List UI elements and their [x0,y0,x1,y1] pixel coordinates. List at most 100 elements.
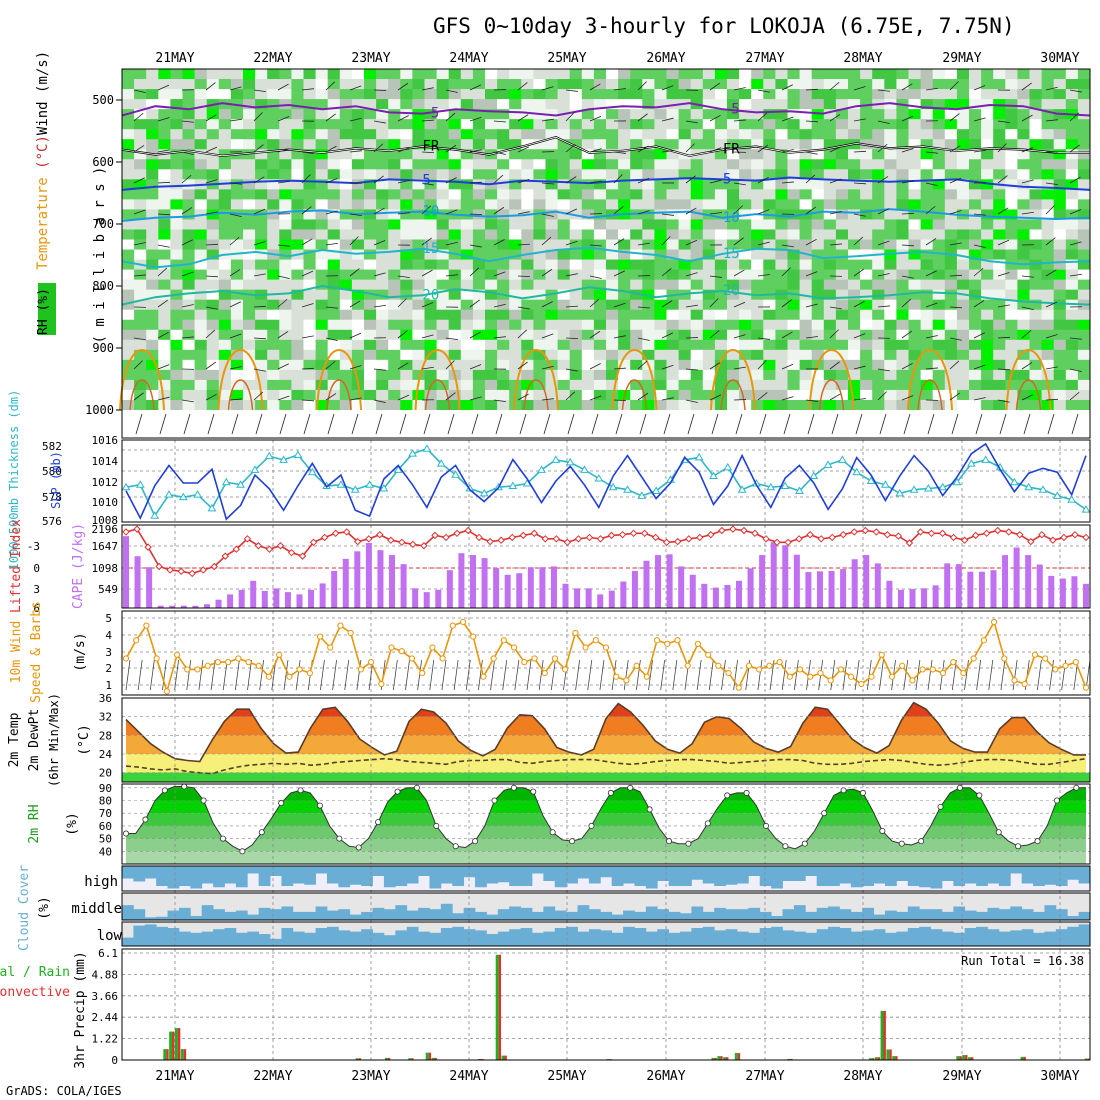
rh-cell [472,99,486,110]
rh-cell [944,169,958,180]
precip-convective-bar [959,1056,962,1060]
rh-cell [811,169,825,180]
cloud-middle-bar [543,906,556,920]
rh-cell [315,249,329,261]
rh-cell [666,129,680,140]
thickness-point [580,465,589,473]
rh-cell [678,129,692,140]
rh-cell [848,209,861,220]
wind-barb [709,362,721,370]
rh-cell [448,79,462,90]
rh-cell [400,329,413,341]
thickness-point [924,483,933,492]
wind-barb [517,178,530,184]
wind-barb [253,305,267,308]
cloud-low-bar [907,928,920,946]
thickness-point [623,485,632,493]
wind-barb-surface [495,413,503,435]
rh-cell [436,169,450,180]
rh-cell [884,119,897,130]
wind-barb [301,174,311,184]
wind-barb [541,118,554,122]
rh-cell [315,89,329,100]
rh-cell [569,79,583,90]
rh-cell [509,109,522,120]
rh-cell [243,309,256,321]
rh-cell [472,109,486,120]
rh-cell [521,79,534,90]
wind-barb [709,394,722,401]
rh-cell [920,159,934,170]
rh-cell [521,69,534,80]
rh-cell [134,299,147,311]
rh-cell [315,189,329,200]
wind-barb [325,242,338,246]
rh-cell [775,249,788,261]
rh-cell [714,99,728,110]
rh-cell [872,189,885,200]
cape-bar [539,567,546,608]
rh-cell [956,359,970,371]
rh-cell [751,219,764,230]
rh-cell [727,299,740,311]
rh-cell [787,399,801,411]
cloud-high-bar [372,866,385,876]
rh-cell [230,199,244,210]
wind-barb-10m [283,659,289,691]
wind-barb-surface [351,413,359,435]
rh-cell [376,379,389,391]
rh-cell [170,319,183,331]
wind-barb-10m [526,659,532,691]
cloud-middle-bar [953,906,966,920]
cloud-low-bar [771,926,783,946]
rh-cell [497,179,510,190]
cloud-high-bar [907,866,920,886]
rh-cell [194,339,208,351]
wind-barb [277,83,289,91]
rh-cell [521,109,534,120]
cloud-low-bar [201,931,214,946]
rh-cell [521,89,534,100]
cape-bar [123,536,129,608]
rh-cell [472,129,486,140]
cloud-middle-bar [748,907,761,920]
rh-cell [436,139,450,150]
rh-cell [485,349,498,361]
wind-barb [613,270,626,277]
wind-tick: 4 [105,629,112,642]
rh-cell [521,389,534,401]
rh-cell [1053,329,1067,341]
rh-cell [279,199,292,210]
rh-cell [267,69,280,80]
rh-cell [739,99,752,110]
rh-cell [460,269,474,281]
rh-cell [412,189,425,200]
rh-cell [243,169,256,180]
rh-cell [896,389,909,401]
lifted-index-point [1027,537,1035,546]
rh-cell [775,129,788,140]
rh-cell [920,139,934,150]
rh-cell [412,299,425,311]
rh-cell [739,199,752,210]
precip-convective-bar [883,1010,886,1060]
rh-cell [860,259,873,271]
rh-cell [872,219,885,230]
temp-axis-label: 2m Temp [7,712,22,767]
rh-cell [908,209,922,220]
rh-cell [654,219,667,230]
rh-cell [497,279,510,291]
rh-cell [424,79,438,90]
thickness-point [866,476,876,484]
rh-cell [981,139,994,150]
rh-cell [956,399,970,411]
rh-cell [739,69,752,80]
cloud-low-bar [349,931,362,946]
rh-cell [1041,109,1055,120]
rh-cell [569,359,583,371]
rh-cell [315,69,329,80]
rh-cell [896,209,909,220]
rh-cell [606,189,619,200]
rh-cell [303,109,317,120]
rh-cell [206,259,220,271]
